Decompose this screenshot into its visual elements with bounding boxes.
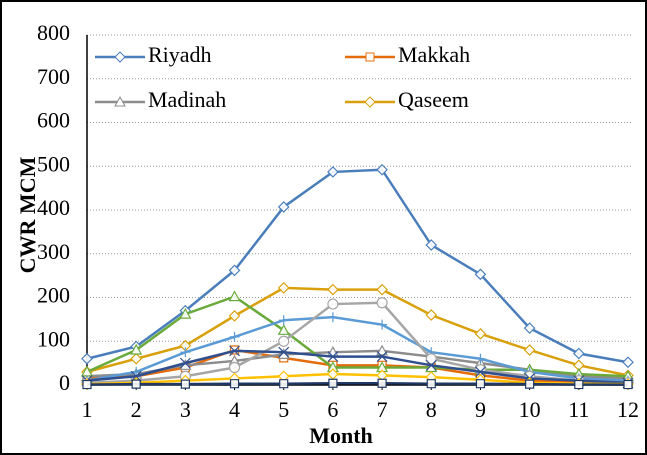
y-tick-label: 800 <box>37 20 70 45</box>
y-axis-label: CWR MCM <box>15 156 40 273</box>
series-line <box>86 168 629 364</box>
point <box>180 347 191 358</box>
point <box>179 307 192 319</box>
legend-label: Makkah <box>398 42 470 67</box>
series-line <box>86 301 629 385</box>
point <box>279 379 289 389</box>
point <box>130 343 143 355</box>
point <box>228 264 241 277</box>
x-tick-label: 10 <box>519 397 541 422</box>
y-tick-label: 100 <box>37 326 70 351</box>
point <box>523 344 536 356</box>
y-tick-label: 400 <box>37 195 70 220</box>
y-tick-label: 0 <box>59 370 70 395</box>
point <box>277 201 290 213</box>
series-line <box>86 382 628 386</box>
point <box>327 312 338 323</box>
point <box>376 163 388 176</box>
point <box>426 379 436 389</box>
point <box>623 379 633 390</box>
point <box>277 282 290 294</box>
x-tick-label: 6 <box>327 397 338 422</box>
y-tick-label: 300 <box>37 239 70 264</box>
legend-marker <box>364 96 376 108</box>
point <box>475 366 486 378</box>
legend-label: Madinah <box>148 87 226 112</box>
point <box>574 379 584 390</box>
point <box>525 379 535 389</box>
point <box>425 309 438 321</box>
point <box>327 298 339 310</box>
point <box>278 315 289 326</box>
point <box>81 352 93 365</box>
point <box>376 283 388 296</box>
x-tick-label: 9 <box>475 397 486 422</box>
x-tick-label: 11 <box>568 397 589 422</box>
legend-label: Riyadh <box>148 42 212 67</box>
point <box>131 379 141 389</box>
point <box>327 351 339 362</box>
point <box>425 359 437 371</box>
legend-marker <box>114 51 126 63</box>
series-line <box>86 349 629 385</box>
point <box>228 310 241 322</box>
y-tick-label: 500 <box>37 151 70 176</box>
point <box>180 379 190 389</box>
x-tick-label: 4 <box>229 397 240 422</box>
x-axis-label: Month <box>309 423 373 448</box>
point <box>622 356 634 369</box>
point <box>179 357 191 369</box>
x-tick-label: 7 <box>377 397 388 422</box>
x-tick-label: 2 <box>131 397 142 422</box>
x-tick-label: 1 <box>82 397 93 422</box>
series-line <box>86 286 629 377</box>
legend-marker <box>114 95 126 107</box>
point <box>327 166 339 178</box>
y-tick-label: 200 <box>37 283 70 308</box>
point <box>474 327 487 340</box>
point <box>425 239 438 251</box>
x-tick-label: 3 <box>180 397 191 422</box>
point <box>377 378 387 388</box>
point <box>474 268 487 281</box>
series-line <box>86 348 629 385</box>
x-tick-label: 8 <box>426 397 437 422</box>
point <box>376 344 389 356</box>
point <box>376 297 388 309</box>
legend-marker <box>365 52 375 62</box>
point <box>229 331 240 342</box>
series-line <box>86 295 629 378</box>
series-line <box>86 315 629 382</box>
point <box>475 379 486 389</box>
x-tick-label: 5 <box>278 397 289 422</box>
point <box>572 347 585 360</box>
point <box>328 378 338 388</box>
point <box>228 361 241 374</box>
point <box>327 283 339 296</box>
point <box>229 345 240 357</box>
y-tick-label: 600 <box>37 108 70 133</box>
point <box>278 346 290 358</box>
point <box>376 351 388 362</box>
legend-label: Qaseem <box>398 87 469 112</box>
point <box>229 379 240 389</box>
point <box>278 335 290 347</box>
x-tick-label: 12 <box>617 397 639 422</box>
point <box>523 322 536 334</box>
point <box>475 353 486 364</box>
point <box>377 319 388 330</box>
point <box>130 352 143 365</box>
point <box>82 379 92 390</box>
point <box>277 324 290 335</box>
y-tick-label: 700 <box>37 64 70 89</box>
point <box>228 290 241 302</box>
